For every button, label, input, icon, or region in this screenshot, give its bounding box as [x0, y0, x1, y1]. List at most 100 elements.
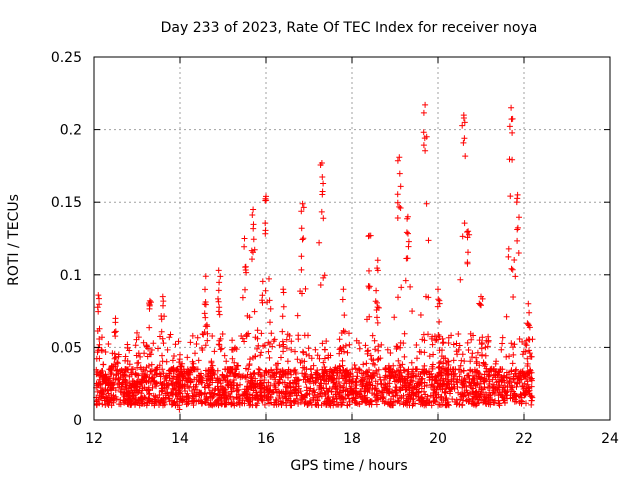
data-point — [159, 352, 165, 359]
data-point — [163, 358, 170, 365]
data-point — [506, 371, 512, 378]
data-point — [266, 386, 273, 393]
data-point — [190, 402, 197, 409]
data-point — [243, 391, 250, 398]
data-point — [525, 321, 532, 328]
data-point — [393, 343, 400, 350]
data-point — [112, 328, 119, 335]
data-point — [189, 358, 196, 365]
data-point — [392, 384, 399, 391]
data-point — [420, 129, 427, 136]
data-point — [353, 337, 360, 344]
data-point — [320, 215, 327, 222]
data-point — [486, 381, 493, 387]
data-point — [363, 368, 370, 375]
data-point — [284, 358, 291, 365]
data-point — [476, 300, 483, 307]
data-point — [141, 350, 148, 357]
data-point — [216, 304, 223, 311]
data-point — [351, 362, 358, 368]
data-point — [239, 294, 246, 301]
data-point — [314, 370, 321, 377]
data-point — [354, 369, 361, 376]
data-point — [524, 360, 531, 367]
data-point — [423, 200, 430, 207]
data-point — [396, 154, 403, 161]
data-point — [120, 392, 127, 399]
data-point — [514, 224, 521, 231]
data-point — [365, 347, 372, 354]
data-point — [337, 345, 344, 351]
data-point — [440, 375, 447, 382]
data-point — [462, 153, 469, 160]
data-point — [456, 401, 463, 408]
data-point — [512, 396, 519, 403]
data-point — [320, 180, 327, 187]
data-point — [523, 370, 530, 377]
data-point — [286, 332, 293, 339]
data-point — [512, 370, 519, 377]
data-point — [479, 351, 486, 358]
data-point — [469, 350, 476, 357]
data-point — [419, 395, 426, 402]
data-point — [285, 395, 292, 402]
data-point — [157, 379, 164, 386]
data-point — [108, 363, 115, 370]
data-point — [435, 364, 442, 371]
data-point — [209, 333, 216, 339]
data-point — [139, 385, 146, 392]
data-point — [314, 352, 321, 359]
y-tick-label: 0.25 — [51, 50, 82, 66]
data-point — [268, 330, 275, 337]
data-point — [433, 387, 440, 393]
data-point — [109, 382, 116, 388]
data-point — [261, 389, 268, 396]
data-point — [421, 388, 427, 395]
data-point — [184, 378, 191, 385]
data-point — [437, 358, 444, 365]
data-point — [397, 364, 404, 371]
data-point — [397, 205, 404, 211]
data-point — [183, 377, 190, 384]
data-point — [229, 337, 236, 344]
data-point — [468, 336, 475, 343]
data-point — [420, 109, 427, 116]
data-point — [298, 266, 305, 273]
data-point — [233, 388, 240, 395]
data-point — [160, 302, 166, 309]
data-point — [428, 402, 435, 409]
data-point — [288, 338, 295, 345]
data-point — [195, 357, 202, 364]
data-point — [478, 341, 485, 348]
data-point — [423, 382, 430, 389]
data-point — [246, 314, 253, 321]
data-point — [374, 299, 380, 306]
data-point — [327, 352, 334, 359]
data-point — [221, 401, 228, 408]
data-point — [461, 389, 468, 396]
data-point — [262, 220, 269, 227]
data-point — [245, 398, 252, 405]
data-point — [438, 396, 445, 403]
data-point — [368, 356, 375, 363]
data-point — [374, 396, 380, 402]
data-point — [360, 361, 367, 368]
data-point — [356, 345, 363, 352]
data-point — [385, 388, 392, 395]
data-point — [391, 378, 398, 385]
data-point — [507, 375, 514, 382]
data-point — [191, 389, 198, 396]
data-point — [443, 384, 450, 390]
data-point — [443, 372, 450, 379]
data-point — [369, 332, 376, 339]
data-point — [394, 191, 401, 198]
data-point — [105, 341, 112, 347]
data-point — [122, 378, 129, 385]
data-point — [190, 366, 197, 373]
data-point — [466, 376, 473, 383]
data-point — [319, 191, 326, 198]
data-point — [459, 401, 466, 408]
data-point — [285, 366, 292, 373]
data-point — [464, 260, 471, 267]
data-point — [146, 397, 153, 404]
